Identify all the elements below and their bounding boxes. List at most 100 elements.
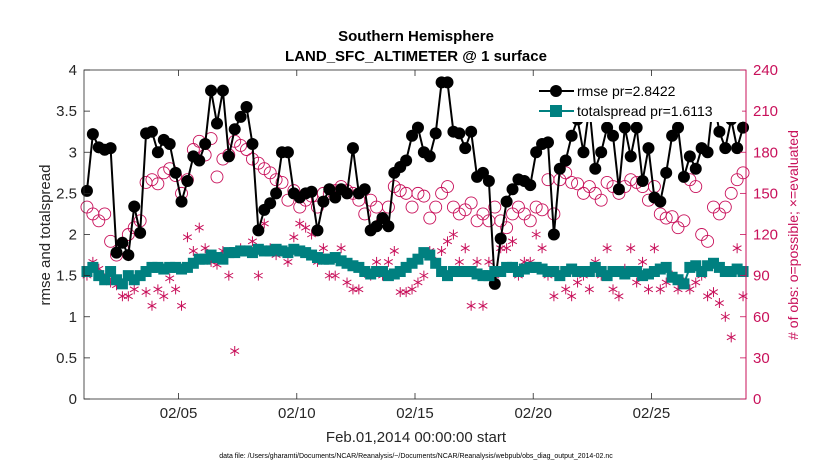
totalspread-point bbox=[288, 243, 300, 255]
obs-evaluated-point bbox=[342, 277, 352, 288]
rmse-point bbox=[341, 187, 354, 200]
totalspread-point bbox=[205, 249, 217, 261]
obs-evaluated-point bbox=[726, 332, 736, 343]
obs-evaluated-point bbox=[472, 256, 482, 267]
totalspread-point bbox=[512, 266, 524, 278]
x-tick-label: 02/10 bbox=[278, 405, 316, 422]
totalspread-point bbox=[382, 270, 394, 282]
totalspread-point bbox=[702, 260, 714, 272]
obs-evaluated-point bbox=[330, 270, 340, 281]
rmse-point bbox=[672, 121, 685, 134]
obs-evaluated-point bbox=[484, 256, 494, 267]
y-tick-label: 2.5 bbox=[56, 185, 77, 202]
totalspread-point bbox=[577, 266, 589, 278]
totalspread-point bbox=[442, 270, 454, 282]
y-tick-label: 1.5 bbox=[56, 268, 77, 285]
obs-evaluated-point bbox=[336, 243, 346, 254]
obs-evaluated-point bbox=[413, 277, 423, 288]
totalspread-point bbox=[613, 266, 625, 278]
rmse-point bbox=[86, 128, 99, 141]
obs-possible-point bbox=[736, 166, 750, 180]
obs-evaluated-point bbox=[247, 236, 258, 247]
obs-evaluated-point bbox=[531, 229, 541, 240]
totalspread-point bbox=[459, 266, 471, 278]
obs-possible-point bbox=[423, 211, 437, 225]
totalspread-point bbox=[365, 268, 377, 280]
totalspread-point bbox=[371, 266, 383, 278]
rmse-point bbox=[411, 121, 424, 134]
rmse-point bbox=[577, 146, 590, 159]
rmse-point bbox=[228, 123, 241, 136]
totalspread-point bbox=[400, 261, 412, 273]
totalspread-point bbox=[619, 268, 631, 280]
totalspread-point bbox=[631, 266, 643, 278]
rmse-point bbox=[246, 138, 259, 151]
totalspread-point bbox=[264, 245, 276, 257]
totalspread-point bbox=[105, 266, 117, 278]
rmse-point bbox=[506, 183, 519, 196]
rmse-point bbox=[317, 195, 330, 208]
totalspread-point bbox=[495, 266, 507, 278]
rmse-point bbox=[382, 220, 395, 233]
rmse-point bbox=[453, 127, 466, 140]
footer-data-file: data file: /Users/gharamti/Documents/NCA… bbox=[219, 453, 613, 460]
rmse-point bbox=[240, 101, 253, 114]
obs-evaluated-point bbox=[602, 243, 612, 254]
totalspread-point bbox=[99, 274, 111, 286]
totalspread-point bbox=[583, 266, 595, 278]
obs-evaluated-point bbox=[643, 284, 654, 295]
obs-possible-point bbox=[411, 186, 425, 200]
legend-spread-label: totalspread pr=1.6113 bbox=[577, 103, 713, 119]
totalspread-point bbox=[152, 261, 164, 273]
rmse-point bbox=[654, 195, 667, 208]
totalspread-point bbox=[181, 261, 193, 273]
rmse-point bbox=[683, 150, 696, 163]
totalspread-point bbox=[536, 263, 548, 275]
rmse-point bbox=[110, 246, 123, 259]
obs-possible-point bbox=[210, 170, 224, 184]
totalspread-point bbox=[436, 266, 448, 278]
rmse-point bbox=[358, 183, 371, 196]
totalspread-point bbox=[93, 270, 105, 282]
obs-evaluated-point bbox=[437, 245, 447, 256]
legend-rmse-label: rmse pr=2.8422 bbox=[577, 83, 676, 99]
rmse-point bbox=[441, 76, 454, 89]
obs-evaluated-point bbox=[253, 270, 263, 281]
totalspread-point bbox=[595, 266, 607, 278]
totalspread-point bbox=[329, 252, 341, 264]
totalspread-point bbox=[424, 249, 436, 261]
obs-possible-point bbox=[724, 186, 738, 200]
rmse-point bbox=[205, 84, 218, 97]
obs-evaluated-point bbox=[708, 287, 719, 298]
rmse-point bbox=[565, 129, 578, 142]
obs-evaluated-point bbox=[502, 243, 512, 254]
rmse-point bbox=[482, 175, 495, 188]
obs-possible-point bbox=[269, 173, 283, 187]
obs-evaluated-point bbox=[537, 243, 547, 254]
obs-evaluated-point bbox=[354, 284, 364, 295]
obs-evaluated-point bbox=[655, 284, 665, 295]
rmse-point bbox=[151, 146, 164, 159]
obs-evaluated-point bbox=[584, 284, 594, 295]
rmse-point bbox=[222, 150, 235, 163]
totalspread-point bbox=[300, 247, 312, 259]
rmse-point bbox=[713, 125, 726, 138]
totalspread-series bbox=[81, 243, 749, 290]
totalspread-point bbox=[388, 268, 400, 280]
totalspread-point bbox=[572, 266, 584, 278]
obs-evaluated-point bbox=[318, 243, 328, 254]
obs-possible-point bbox=[488, 200, 502, 214]
rmse-point bbox=[701, 146, 714, 159]
obs-evaluated-point bbox=[371, 256, 382, 267]
obs-possible-point bbox=[665, 210, 679, 224]
totalspread-point bbox=[347, 260, 359, 272]
rmse-point bbox=[429, 127, 442, 140]
legend-box bbox=[536, 76, 742, 122]
totalspread-point bbox=[376, 266, 388, 278]
totalspread-point bbox=[648, 266, 660, 278]
obs-possible-point bbox=[405, 200, 419, 214]
obs-evaluated-point bbox=[165, 273, 175, 284]
x-tick-label: 02/15 bbox=[396, 405, 434, 422]
obs-possible-point bbox=[98, 207, 112, 221]
totalspread-point bbox=[359, 266, 371, 278]
